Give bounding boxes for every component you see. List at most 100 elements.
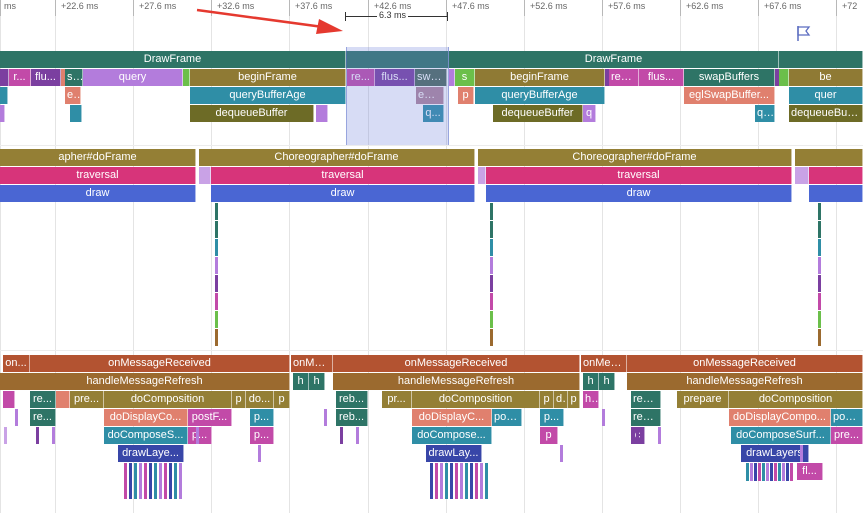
trace-slice-thin[interactable] <box>490 275 493 292</box>
query-slice[interactable]: query <box>83 69 183 86</box>
trace-slice-thin[interactable] <box>159 463 162 499</box>
beginframe-slice[interactable]: be <box>789 69 863 86</box>
querybufferage-slice[interactable]: queryBufferAge <box>190 87 346 104</box>
handlemessagerefresh-slice[interactable]: handleMessageRefresh <box>333 373 580 390</box>
trace-slice[interactable] <box>316 105 328 122</box>
traversal-slice[interactable] <box>809 167 863 184</box>
onmessagereceived-slice[interactable]: onMes... <box>291 355 333 372</box>
docomposesurfaces-slice[interactable]: doComposeSurf... <box>731 427 831 444</box>
trace-slice[interactable]: postF... <box>188 409 232 426</box>
trace-slice-thin[interactable] <box>758 463 761 481</box>
trace-slice[interactable]: p... <box>188 427 212 444</box>
trace-slice-thin[interactable] <box>762 463 765 481</box>
trace-slice-thin[interactable] <box>15 409 18 426</box>
trace-slice-thin[interactable] <box>174 463 177 499</box>
doframe-slice[interactable]: apher#doFrame <box>0 149 196 166</box>
trace-slice[interactable]: h <box>309 373 325 390</box>
trace-slice-thin[interactable] <box>475 463 478 499</box>
querybufferage-slice[interactable]: queryBufferAge <box>475 87 605 104</box>
trace-slice-thin[interactable] <box>154 463 157 499</box>
trace-slice[interactable] <box>0 87 8 104</box>
docomposition-slice[interactable]: doComposition <box>412 391 540 408</box>
drawframe-slice[interactable]: DrawFrame <box>0 51 346 68</box>
dequeuebuffer-slice[interactable]: dequeueBuffer <box>190 105 314 122</box>
doframe-slice[interactable]: Choreographer#doFrame <box>199 149 475 166</box>
trace-slice-thin[interactable] <box>455 463 458 499</box>
trace-slice-thin[interactable] <box>36 427 39 444</box>
dodisplaycomposition-slice[interactable]: doDisplayCompo... <box>729 409 831 426</box>
trace-slice[interactable]: p <box>568 391 580 408</box>
trace-slice-thin[interactable] <box>750 463 753 481</box>
trace-slice[interactable]: flu... <box>31 69 61 86</box>
trace-slice[interactable]: s... <box>65 69 83 86</box>
onmessagereceived-slice[interactable]: onMessageReceived <box>627 355 863 372</box>
trace-slice-thin[interactable] <box>636 427 639 444</box>
trace-slice[interactable]: r... <box>9 69 31 86</box>
onmessagereceived-slice[interactable]: on... <box>3 355 30 372</box>
querybufferage-slice[interactable]: quer <box>789 87 863 104</box>
trace-slice-thin[interactable] <box>139 463 142 499</box>
trace-slice-thin[interactable] <box>766 463 769 481</box>
trace-slice-thin[interactable] <box>440 463 443 499</box>
prepare-slice[interactable]: prepare <box>677 391 729 408</box>
trace-slice[interactable]: ren... <box>609 69 639 86</box>
trace-slice-thin[interactable] <box>480 463 483 499</box>
trace-slice-thin[interactable] <box>778 463 781 481</box>
trace-slice-thin[interactable] <box>818 293 821 310</box>
trace-slice[interactable] <box>478 167 486 184</box>
trace-slice[interactable]: d... <box>554 391 568 408</box>
trace-slice[interactable]: h... <box>583 391 599 408</box>
trace-slice-thin[interactable] <box>215 329 218 346</box>
trace-slice-thin[interactable] <box>602 409 605 426</box>
drawlayers-slice[interactable]: drawLayers <box>741 445 809 462</box>
trace-slice-thin[interactable] <box>215 275 218 292</box>
trace-slice[interactable]: re... <box>30 409 56 426</box>
time-ruler[interactable]: ms +22.6 ms +27.6 ms +32.6 ms +37.6 ms +42.6 … <box>0 0 863 16</box>
trace-slice[interactable] <box>70 105 82 122</box>
traversal-slice[interactable]: traversal <box>211 167 475 184</box>
trace-slice-thin[interactable] <box>490 203 493 220</box>
swapbuffers-slice[interactable]: swapBuffers <box>684 69 775 86</box>
draw-slice[interactable] <box>809 185 863 202</box>
docomposesurfaces-slice[interactable]: doCompose... <box>412 427 492 444</box>
drawframe-slice[interactable]: DrawFrame <box>449 51 779 68</box>
trace-slice-thin[interactable] <box>490 329 493 346</box>
trace-slice[interactable]: h <box>599 373 615 390</box>
trace-slice[interactable]: h <box>583 373 599 390</box>
trace-slice-thin[interactable] <box>754 463 757 481</box>
trace-slice[interactable]: pos... <box>492 409 522 426</box>
trace-slice-thin[interactable] <box>658 427 661 444</box>
trace-slice[interactable]: swa... <box>415 69 447 86</box>
trace-slice-thin[interactable] <box>124 463 127 499</box>
trace-slice-thin[interactable] <box>4 427 7 444</box>
drawframe-slice[interactable] <box>779 51 863 68</box>
dodisplaycomposition-slice[interactable]: doDisplayCo... <box>104 409 188 426</box>
trace-slice-thin[interactable] <box>435 463 438 499</box>
handlemessagerefresh-slice[interactable]: handleMessageRefresh <box>627 373 863 390</box>
trace-slice[interactable]: egl... <box>416 87 444 104</box>
trace-slice[interactable]: p <box>274 391 290 408</box>
doframe-slice[interactable] <box>795 149 863 166</box>
trace-slice[interactable]: s <box>455 69 475 86</box>
trace-slice[interactable]: reb... <box>631 409 661 426</box>
trace-slice[interactable]: p <box>540 391 554 408</box>
trace-slice[interactable]: h <box>293 373 309 390</box>
trace-slice[interactable]: q <box>583 105 596 122</box>
trace-slice-thin[interactable] <box>490 311 493 328</box>
trace-slice[interactable]: p <box>540 427 558 444</box>
trace-slice-thin[interactable] <box>215 239 218 256</box>
trace-slice-thin[interactable] <box>52 427 55 444</box>
trace-slice-thin[interactable] <box>490 221 493 238</box>
trace-slice[interactable]: flus... <box>639 69 684 86</box>
drawlayers-slice[interactable]: drawLay... <box>426 445 482 462</box>
trace-slice-thin[interactable] <box>782 463 785 481</box>
trace-slice-thin[interactable] <box>560 445 563 462</box>
trace-slice-thin[interactable] <box>465 463 468 499</box>
selected-area[interactable] <box>346 47 449 145</box>
trace-slice[interactable]: p... <box>540 409 564 426</box>
trace-slice[interactable]: pre... <box>70 391 104 408</box>
beginframe-slice[interactable]: beginFrame <box>190 69 346 86</box>
trace-slice[interactable]: do... <box>246 391 274 408</box>
trace-slice[interactable]: re... <box>347 69 375 86</box>
trace-slice[interactable]: reb... <box>631 391 661 408</box>
